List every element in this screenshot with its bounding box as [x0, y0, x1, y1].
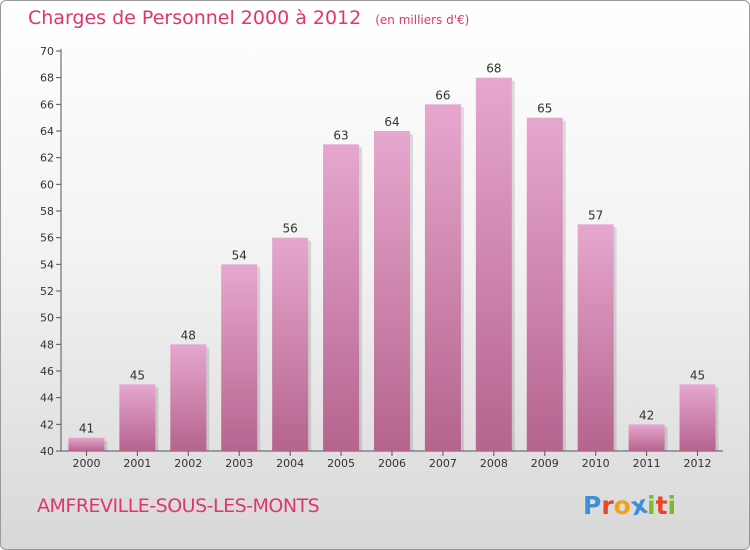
y-tick-label: 52 [40, 285, 54, 298]
bar [374, 131, 410, 451]
bar-value-label: 45 [690, 368, 705, 382]
x-tick-label: 2012 [684, 457, 712, 470]
bar [170, 344, 207, 451]
logo-letter: i [647, 491, 656, 520]
bar-value-label: 63 [333, 128, 348, 142]
y-tick-label: 40 [40, 445, 54, 458]
x-tick-label: 2003 [225, 457, 253, 470]
bar [323, 144, 360, 452]
logo-letter: o [613, 491, 631, 520]
x-tick-label: 2001 [123, 457, 151, 470]
y-tick-label: 48 [40, 338, 54, 351]
bar [628, 424, 665, 451]
location-name: AMFREVILLE-SOUS-LES-MONTS [37, 495, 320, 517]
logo-letter: t [655, 491, 668, 520]
x-tick-label: 2009 [531, 457, 559, 470]
bar-value-label: 41 [79, 422, 94, 436]
bar-value-label: 45 [130, 368, 145, 382]
y-tick-label: 42 [40, 418, 54, 431]
y-tick-label: 64 [40, 125, 54, 138]
x-tick-label: 2011 [633, 457, 661, 470]
bar [424, 104, 461, 451]
y-tick-label: 50 [40, 312, 54, 325]
x-tick-label: 2005 [327, 457, 355, 470]
bars [68, 77, 719, 452]
x-tick-label: 2006 [378, 457, 406, 470]
y-tick-label: 68 [40, 72, 54, 85]
x-tick-label: 2010 [582, 457, 610, 470]
bar [475, 77, 512, 452]
bar-value-label: 54 [232, 248, 247, 262]
y-tick-label: 54 [40, 258, 54, 271]
y-tick-label: 66 [40, 98, 54, 111]
bar [119, 384, 156, 451]
x-tick-label: 2000 [72, 457, 100, 470]
title-text: Charges de Personnel 2000 à 2012 [28, 7, 362, 29]
bar-value-label: 68 [486, 62, 501, 76]
y-tick-label: 46 [40, 365, 54, 378]
logo-letter: r [601, 491, 614, 520]
x-tick-label: 2007 [429, 457, 457, 470]
bar [221, 264, 258, 451]
logo-letter: P [583, 491, 602, 520]
x-tick-label: 2004 [276, 457, 304, 470]
bar-value-label: 57 [588, 208, 603, 222]
chart-title: Charges de Personnel 2000 à 2012 (en mill… [28, 7, 469, 29]
x-tick-label: 2002 [174, 457, 202, 470]
proxiti-logo: Proxiti [583, 490, 677, 522]
y-tick-label: 70 [40, 45, 54, 58]
bar [272, 237, 309, 451]
bar-value-label: 64 [384, 115, 399, 129]
x-tick-label: 2008 [480, 457, 508, 470]
bar [679, 384, 716, 451]
y-tick-label: 62 [40, 152, 54, 165]
y-tick-label: 60 [40, 178, 54, 191]
y-tick-label: 44 [40, 392, 54, 405]
y-tick-label: 58 [40, 205, 54, 218]
bar-value-label: 66 [435, 88, 450, 102]
bar [526, 117, 563, 452]
bar-value-label: 48 [181, 328, 196, 342]
data-labels: 41 45 48 54 56 63 64 66 68 65 57 42 45 [79, 62, 705, 436]
bar-value-label: 65 [537, 102, 552, 116]
bar-value-label: 42 [639, 408, 654, 422]
bar [68, 437, 105, 451]
y-tick-label: 56 [40, 232, 54, 245]
bar-value-label: 56 [283, 222, 298, 236]
unit-note: (en milliers d'€) [375, 13, 470, 27]
logo-letter: i [667, 491, 677, 520]
bar [577, 224, 614, 451]
